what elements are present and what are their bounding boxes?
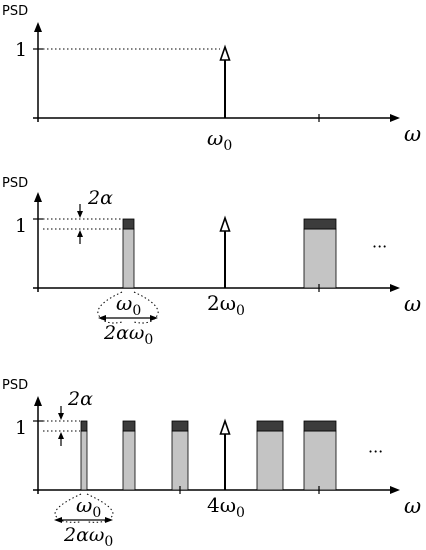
panel-1-impulse-head xyxy=(219,44,231,61)
panel-3-bar-4 xyxy=(256,430,284,491)
panel-2-bracket-right xyxy=(133,291,159,324)
panel-3-bar-1-cap xyxy=(80,420,88,432)
panel-2-impulse-head xyxy=(219,215,231,232)
panel-3-omega0-label: ω0 xyxy=(76,493,101,521)
panel-3-bar-3 xyxy=(171,430,189,491)
panel-2-span-arrow-left xyxy=(98,315,106,321)
panel-3-bar-5-cap xyxy=(303,420,337,432)
panel-3-ytick-label: 1 xyxy=(15,417,27,439)
panel-3-impulse-head xyxy=(219,418,231,435)
panel-2-ellipsis: ··· xyxy=(372,237,387,256)
panel-3-bar-4-cap xyxy=(256,420,284,432)
panel-1-y-arrow xyxy=(34,22,42,32)
panel-3-bar-3-cap xyxy=(171,420,189,432)
panel-3-span-label: 2αω0 xyxy=(63,524,113,550)
panel-3-bar-2-cap xyxy=(122,420,136,432)
panel-2-span-label: 2αω0 xyxy=(103,322,153,348)
panel-1-xlabel: ω xyxy=(404,122,421,146)
panel-2-bar-2-cap xyxy=(303,218,337,230)
panel-1-ytick-label: 1 xyxy=(15,39,27,61)
panel-2-x-arrow xyxy=(390,284,400,292)
panel-2-width-arrowhead-up xyxy=(77,230,83,237)
panel-3-bar-1 xyxy=(80,430,88,491)
panel-3: PSD 1 2α ··· ω0 2αω0 xyxy=(2,378,421,550)
panel-1-center-label: ω0 xyxy=(207,126,232,154)
panel-2-bar-1 xyxy=(122,228,135,289)
panel-3-x-arrow xyxy=(390,486,400,494)
panel-2-span-arrow-right xyxy=(150,315,158,321)
panel-2-ytick-label: 1 xyxy=(15,215,27,237)
panel-2-width-label: 2α xyxy=(87,187,113,209)
panel-2-omega0-label: ω0 xyxy=(116,291,141,319)
panel-3-center-label: 4ω0 xyxy=(207,493,245,521)
panel-2-bar-2 xyxy=(303,228,337,289)
panel-2: PSD 1 2α ··· ω0 2αω0 2ω0 ω xyxy=(2,176,421,348)
panel-2-bracket-left xyxy=(97,291,123,324)
panel-2-y-arrow xyxy=(34,192,42,202)
panel-3-span-arrow-right xyxy=(105,517,113,523)
panel-3-bar-2 xyxy=(122,430,136,491)
panel-3-bar-5 xyxy=(303,430,337,491)
panel-3-width-label: 2α xyxy=(67,388,93,410)
panel-1-ylabel: PSD xyxy=(2,4,28,19)
panel-3-y-arrow xyxy=(34,396,42,406)
panel-2-xlabel: ω xyxy=(404,292,421,316)
panel-3-span-arrow-left xyxy=(54,517,62,523)
panel-1: PSD 1 ω0 ω xyxy=(2,4,421,154)
panel-3-ylabel: PSD xyxy=(2,378,28,393)
panel-2-bar-1-cap xyxy=(122,218,135,230)
panel-3-width-arrowhead-up xyxy=(58,432,64,439)
panel-1-x-arrow xyxy=(390,114,400,122)
panel-3-width-arrowhead-down xyxy=(58,413,64,420)
panel-3-xlabel: ω xyxy=(404,494,421,518)
panel-2-ylabel: PSD xyxy=(2,176,28,191)
panel-2-width-arrowhead-down xyxy=(77,211,83,218)
panel-2-center-label: 2ω0 xyxy=(207,291,245,319)
panel-3-ellipsis: ··· xyxy=(368,442,383,461)
